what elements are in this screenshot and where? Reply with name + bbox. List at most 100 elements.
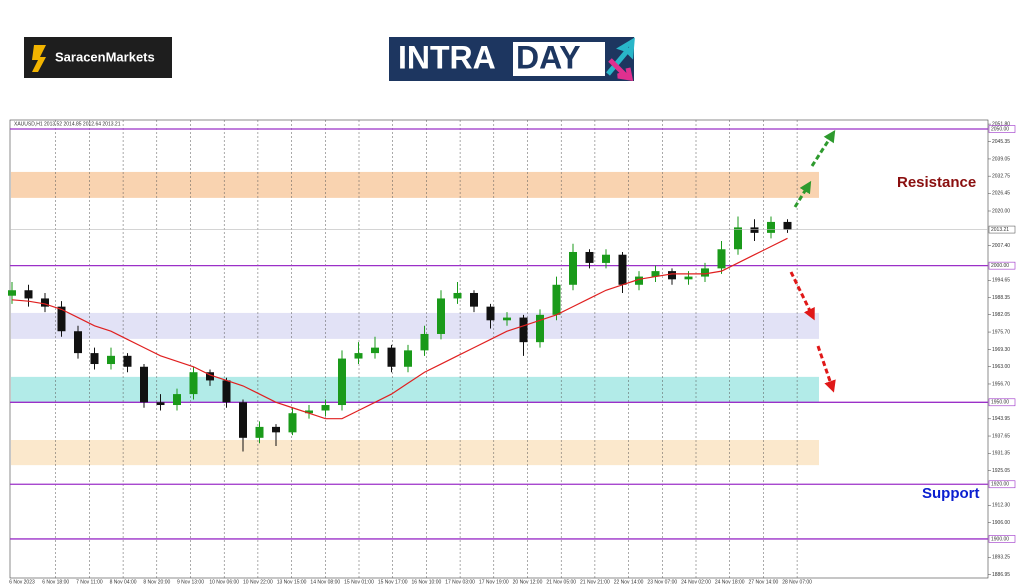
candle-body <box>387 347 396 367</box>
logo-text: INTRA <box>398 39 496 75</box>
x-tick-label: 8 Nov 20:00 <box>143 579 170 585</box>
x-tick-label: 28 Nov 07:00 <box>782 579 812 585</box>
candle-body <box>57 306 66 332</box>
x-tick-label: 27 Nov 14:00 <box>749 579 779 585</box>
candle-body <box>321 405 330 411</box>
y-tick-label: 1975.70 <box>992 329 1010 335</box>
x-tick-label: 17 Nov 19:00 <box>479 579 509 585</box>
level-label: 1950.00 <box>991 400 1009 406</box>
x-tick-label: 21 Nov 21:00 <box>580 579 610 585</box>
resistance-label: Resistance <box>897 174 976 191</box>
candle-body <box>585 251 594 263</box>
candle-body <box>437 298 445 334</box>
candle-body <box>24 290 33 299</box>
x-tick-label: 15 Nov 17:00 <box>378 579 408 585</box>
y-tick-label: 2045.35 <box>992 139 1010 145</box>
candle-body <box>41 298 49 307</box>
y-tick-label: 1906.00 <box>992 520 1010 526</box>
y-tick-label: 2026.45 <box>992 191 1010 197</box>
x-tick-label: 22 Nov 14:00 <box>614 579 644 585</box>
candle-body <box>717 249 726 269</box>
x-tick-label: 10 Nov 22:00 <box>243 579 273 585</box>
y-tick-label: 2032.75 <box>992 173 1010 179</box>
candle-body <box>651 271 660 277</box>
price-label: 2013.21 <box>991 227 1009 233</box>
candle-body <box>156 402 165 406</box>
y-tick-label: 1886.95 <box>992 572 1010 578</box>
candle-body <box>288 413 297 433</box>
candle-body <box>272 426 280 433</box>
x-tick-label: 23 Nov 07:00 <box>647 579 677 585</box>
moving-average <box>11 237 788 420</box>
candle-body <box>305 410 313 414</box>
x-tick-label: 15 Nov 01:00 <box>344 579 374 585</box>
x-tick-label: 24 Nov 18:00 <box>715 579 745 585</box>
price-tag <box>988 225 1016 234</box>
y-tick-label: 2051.80 <box>992 121 1010 127</box>
x-tick-label: 7 Nov 11:00 <box>76 579 103 585</box>
candle-body <box>734 227 742 250</box>
y-tick-label: 1982.05 <box>992 312 1010 318</box>
candle-body <box>74 331 82 354</box>
level-tag <box>988 398 1016 407</box>
x-tick-label: 6 Nov 18:00 <box>42 579 69 585</box>
x-tick-label: 24 Nov 02:00 <box>681 579 711 585</box>
arrows <box>789 129 836 393</box>
x-tick-label: 17 Nov 03:00 <box>445 579 475 585</box>
y-tick-label: 1937.65 <box>992 433 1010 439</box>
level-label: 2000.00 <box>991 263 1009 269</box>
candle-body <box>206 372 214 381</box>
y-tick-label: 2007.40 <box>992 243 1010 249</box>
x-tick-label: 14 Nov 08:00 <box>310 579 340 585</box>
candle-body <box>684 276 693 280</box>
y-tick-label: 2020.00 <box>992 208 1010 214</box>
level-label: 1920.00 <box>991 482 1009 488</box>
candle-body <box>123 355 132 367</box>
y-tick-label: 1943.95 <box>992 416 1010 422</box>
candle-body <box>552 284 561 315</box>
candle-body <box>701 268 709 277</box>
y-tick-label: 2039.05 <box>992 156 1010 162</box>
candle-body <box>453 292 462 299</box>
zone <box>11 312 819 339</box>
candle-body <box>420 333 429 351</box>
x-tick-label: 20 Nov 12:00 <box>513 579 543 585</box>
y-tick-label: 1925.05 <box>992 468 1010 474</box>
candle-body <box>222 380 231 403</box>
candle-body <box>371 347 379 354</box>
x-tick-label: 6 Nov 2023 <box>9 579 35 585</box>
y-tick-label: 1893.25 <box>992 555 1010 561</box>
brand-logo: SaracenMarkets <box>24 37 172 78</box>
candle-body <box>173 394 181 406</box>
level-label: 2050.00 <box>991 126 1009 132</box>
y-tick-label: 1994.65 <box>992 278 1010 284</box>
candle-body <box>618 254 627 285</box>
support-label: Support <box>922 485 980 502</box>
x-tick-label: 21 Nov 05:00 <box>546 579 576 585</box>
y-tick-label: 1956.70 <box>992 381 1010 387</box>
candle-body <box>767 221 775 233</box>
candle-body <box>107 355 115 365</box>
y-tick-label: 1931.35 <box>992 451 1010 457</box>
candle-body <box>239 402 247 438</box>
down-arrow <box>816 345 836 393</box>
candle-body <box>354 353 363 359</box>
zone <box>11 171 819 198</box>
candle-body <box>750 227 759 233</box>
candle-body <box>536 314 544 343</box>
candle-body <box>470 292 478 307</box>
brand-name: SaracenMarkets <box>55 49 155 64</box>
logo-text: DAY <box>516 39 581 75</box>
candle-body <box>635 276 643 285</box>
up-arrow <box>793 180 812 208</box>
candle-body <box>90 353 99 365</box>
candle-body <box>338 358 346 406</box>
intraday-logo: INTRA DAY <box>389 37 635 82</box>
x-tick-label: 16 Nov 10:00 <box>412 579 442 585</box>
zone <box>11 376 819 403</box>
candle-body <box>569 251 577 285</box>
x-tick-label: 8 Nov 04:00 <box>110 579 137 585</box>
level-tag <box>988 535 1016 543</box>
candle-body <box>783 221 792 230</box>
